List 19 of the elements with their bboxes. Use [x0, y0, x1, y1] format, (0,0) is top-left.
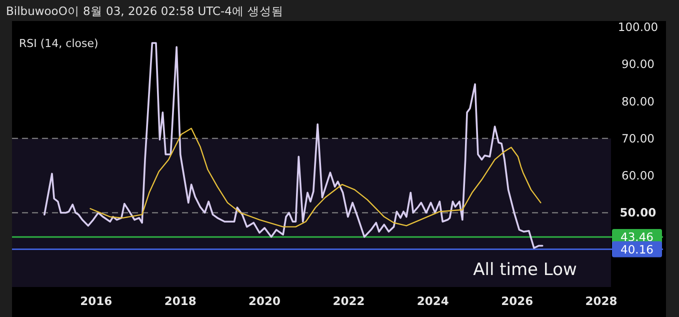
x-tick-label: 2016 — [80, 294, 112, 308]
ref-line-label: 40.16 — [620, 242, 654, 256]
y-tick-label: 90.00 — [622, 57, 654, 72]
x-tick-label: 2028 — [585, 294, 618, 308]
y-tick-label: 80.00 — [622, 94, 654, 108]
ref-line-label: 43.46 — [620, 230, 654, 244]
chart-title: BilbuwooO이 8월 03, 2026 02:58 UTC-4에 생성됨 — [6, 4, 284, 18]
y-tick-label: 60.00 — [622, 168, 654, 183]
annotation: All time Low — [473, 260, 577, 280]
x-tick-label: 2022 — [332, 294, 365, 308]
x-tick-label: 2026 — [501, 294, 534, 308]
y-tick-label: 50.00 — [620, 206, 656, 220]
y-tick-label: 100.00 — [618, 20, 658, 34]
x-tick-label: 2018 — [164, 294, 196, 308]
y-tick-label: 70.00 — [622, 131, 654, 146]
x-tick-label: 2024 — [416, 294, 449, 308]
text: RSI (14, close) — [19, 37, 98, 50]
line-series — [90, 128, 542, 228]
x-tick-label: 2020 — [248, 294, 281, 308]
